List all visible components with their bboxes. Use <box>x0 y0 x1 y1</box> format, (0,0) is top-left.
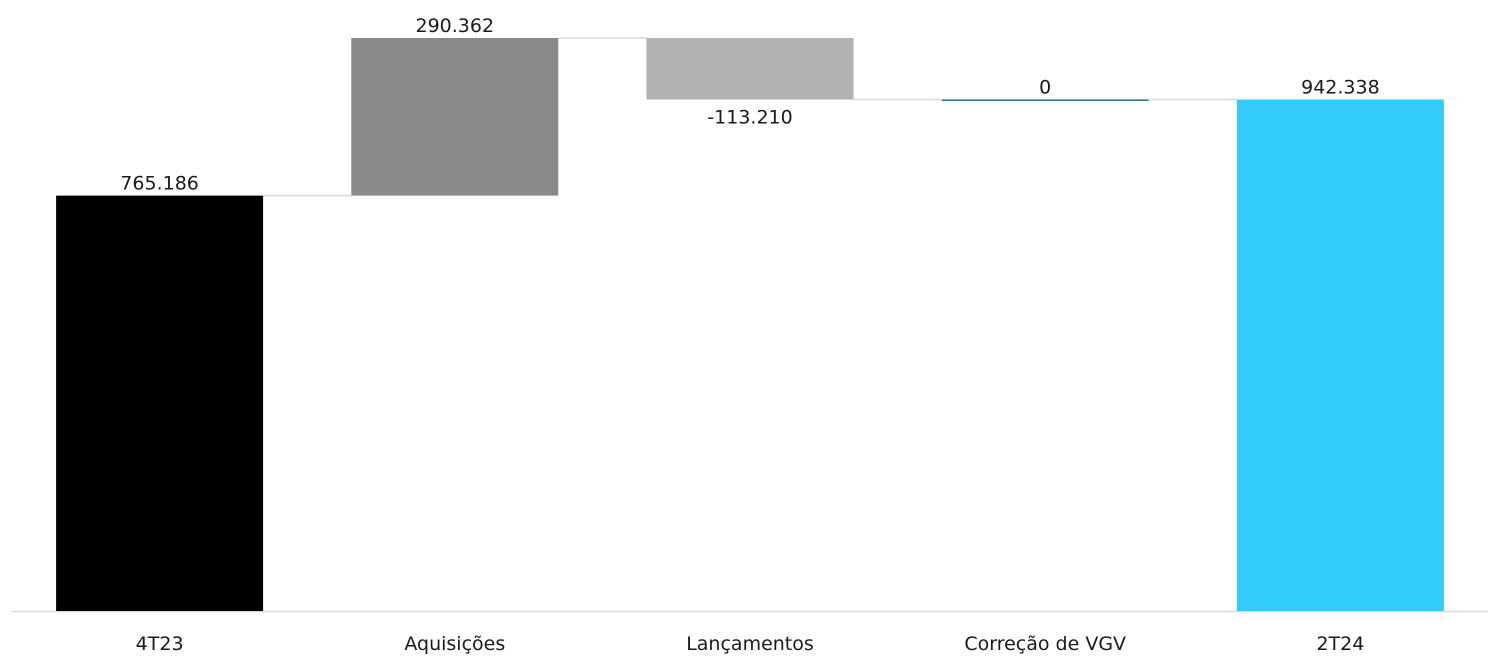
bar-aquisi-es <box>351 38 559 196</box>
data-label: 765.186 <box>120 173 199 195</box>
category-label: 2T24 <box>1316 633 1364 655</box>
bar-lan-amentos <box>646 38 854 100</box>
data-label: 0 <box>1039 76 1051 98</box>
category-label: Aquisições <box>404 633 505 655</box>
bar-corre-o-de-vgv <box>941 99 1149 101</box>
bar-4t23 <box>56 195 264 612</box>
data-label: 942.338 <box>1301 76 1380 98</box>
category-label: Lançamentos <box>686 633 814 655</box>
data-label: 290.362 <box>416 15 495 37</box>
category-label: Correção de VGV <box>964 633 1126 655</box>
category-label: 4T23 <box>136 633 184 655</box>
data-label: -113.210 <box>707 106 792 128</box>
bar-2t24 <box>1236 99 1444 611</box>
